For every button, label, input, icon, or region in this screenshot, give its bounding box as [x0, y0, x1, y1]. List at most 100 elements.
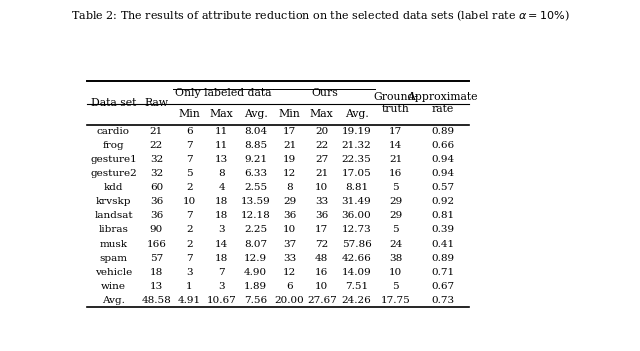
Text: 2: 2 — [186, 183, 193, 192]
Text: 29: 29 — [389, 211, 402, 220]
Text: 7: 7 — [186, 253, 193, 263]
Text: 10.67: 10.67 — [207, 296, 237, 305]
Text: 12: 12 — [283, 267, 296, 277]
Text: 18: 18 — [150, 267, 163, 277]
Text: 5: 5 — [392, 183, 399, 192]
Text: Ours: Ours — [311, 88, 338, 98]
Text: 18: 18 — [215, 253, 228, 263]
Text: 10: 10 — [183, 197, 196, 206]
Text: frog: frog — [102, 141, 124, 150]
Text: 32: 32 — [150, 169, 163, 178]
Text: 36: 36 — [150, 211, 163, 220]
Text: 9.21: 9.21 — [244, 155, 267, 164]
Text: 19.19: 19.19 — [342, 127, 371, 136]
Text: 14: 14 — [215, 239, 228, 249]
Text: 27: 27 — [315, 155, 328, 164]
Text: 16: 16 — [315, 267, 328, 277]
Text: wine: wine — [101, 282, 126, 291]
Text: 4: 4 — [218, 183, 225, 192]
Text: Min: Min — [179, 110, 200, 119]
Text: 11: 11 — [215, 127, 228, 136]
Text: 21: 21 — [150, 127, 163, 136]
Text: 7: 7 — [218, 267, 225, 277]
Text: 4.90: 4.90 — [244, 267, 267, 277]
Text: 0.73: 0.73 — [431, 296, 454, 305]
Text: 31.49: 31.49 — [342, 197, 371, 206]
Text: 21.32: 21.32 — [342, 141, 371, 150]
Text: 14.09: 14.09 — [342, 267, 371, 277]
Text: 38: 38 — [389, 253, 402, 263]
Text: 12.18: 12.18 — [241, 211, 271, 220]
Text: 2.25: 2.25 — [244, 225, 267, 234]
Text: 6: 6 — [186, 127, 193, 136]
Text: 0.94: 0.94 — [431, 169, 454, 178]
Text: 0.89: 0.89 — [431, 127, 454, 136]
Text: 0.92: 0.92 — [431, 197, 454, 206]
Text: spam: spam — [99, 253, 127, 263]
Text: 32: 32 — [150, 155, 163, 164]
Text: 17.75: 17.75 — [381, 296, 410, 305]
Text: 57: 57 — [150, 253, 163, 263]
Text: 33: 33 — [315, 197, 328, 206]
Text: 22.35: 22.35 — [342, 155, 371, 164]
Text: 0.89: 0.89 — [431, 253, 454, 263]
Text: 17.05: 17.05 — [342, 169, 371, 178]
Text: gesture1: gesture1 — [90, 155, 137, 164]
Text: 11: 11 — [215, 141, 228, 150]
Text: 6: 6 — [286, 282, 293, 291]
Text: Avg.: Avg. — [345, 110, 369, 119]
Text: 13.59: 13.59 — [241, 197, 271, 206]
Text: 5: 5 — [186, 169, 193, 178]
Text: 12: 12 — [283, 169, 296, 178]
Text: 21: 21 — [389, 155, 402, 164]
Text: 36: 36 — [283, 211, 296, 220]
Text: 36: 36 — [315, 211, 328, 220]
Text: 3: 3 — [218, 282, 225, 291]
Text: 10: 10 — [389, 267, 402, 277]
Text: 24.26: 24.26 — [342, 296, 371, 305]
Text: Avg.: Avg. — [102, 296, 125, 305]
Text: 27.67: 27.67 — [307, 296, 337, 305]
Text: 48: 48 — [315, 253, 328, 263]
Text: 3: 3 — [186, 267, 193, 277]
Text: 21: 21 — [315, 169, 328, 178]
Text: 0.81: 0.81 — [431, 211, 454, 220]
Text: krvskp: krvskp — [96, 197, 131, 206]
Text: 36: 36 — [150, 197, 163, 206]
Text: 7: 7 — [186, 211, 193, 220]
Text: 0.71: 0.71 — [431, 267, 454, 277]
Text: 10: 10 — [315, 282, 328, 291]
Text: Max: Max — [310, 110, 333, 119]
Text: 7: 7 — [186, 155, 193, 164]
Text: 1: 1 — [186, 282, 193, 291]
Text: 36.00: 36.00 — [342, 211, 371, 220]
Text: 5: 5 — [392, 282, 399, 291]
Text: 7.51: 7.51 — [345, 282, 368, 291]
Text: 17: 17 — [389, 127, 402, 136]
Text: 0.57: 0.57 — [431, 183, 454, 192]
Text: cardio: cardio — [97, 127, 130, 136]
Text: 6.33: 6.33 — [244, 169, 267, 178]
Text: Approximate
rate: Approximate rate — [407, 92, 478, 114]
Text: 48.58: 48.58 — [141, 296, 172, 305]
Text: libras: libras — [99, 225, 129, 234]
Text: 16: 16 — [389, 169, 402, 178]
Text: 7: 7 — [186, 141, 193, 150]
Text: 10: 10 — [283, 225, 296, 234]
Text: 0.39: 0.39 — [431, 225, 454, 234]
Text: 8: 8 — [218, 169, 225, 178]
Text: 21: 21 — [283, 141, 296, 150]
Text: 22: 22 — [315, 141, 328, 150]
Text: 14: 14 — [389, 141, 402, 150]
Text: gesture2: gesture2 — [90, 169, 137, 178]
Text: Data set: Data set — [91, 98, 136, 108]
Text: 12.73: 12.73 — [342, 225, 371, 234]
Text: 37: 37 — [283, 239, 296, 249]
Text: musk: musk — [99, 239, 127, 249]
Text: Max: Max — [210, 110, 234, 119]
Text: 18: 18 — [215, 197, 228, 206]
Text: 2: 2 — [186, 239, 193, 249]
Text: 3: 3 — [218, 225, 225, 234]
Text: 42.66: 42.66 — [342, 253, 371, 263]
Text: 22: 22 — [150, 141, 163, 150]
